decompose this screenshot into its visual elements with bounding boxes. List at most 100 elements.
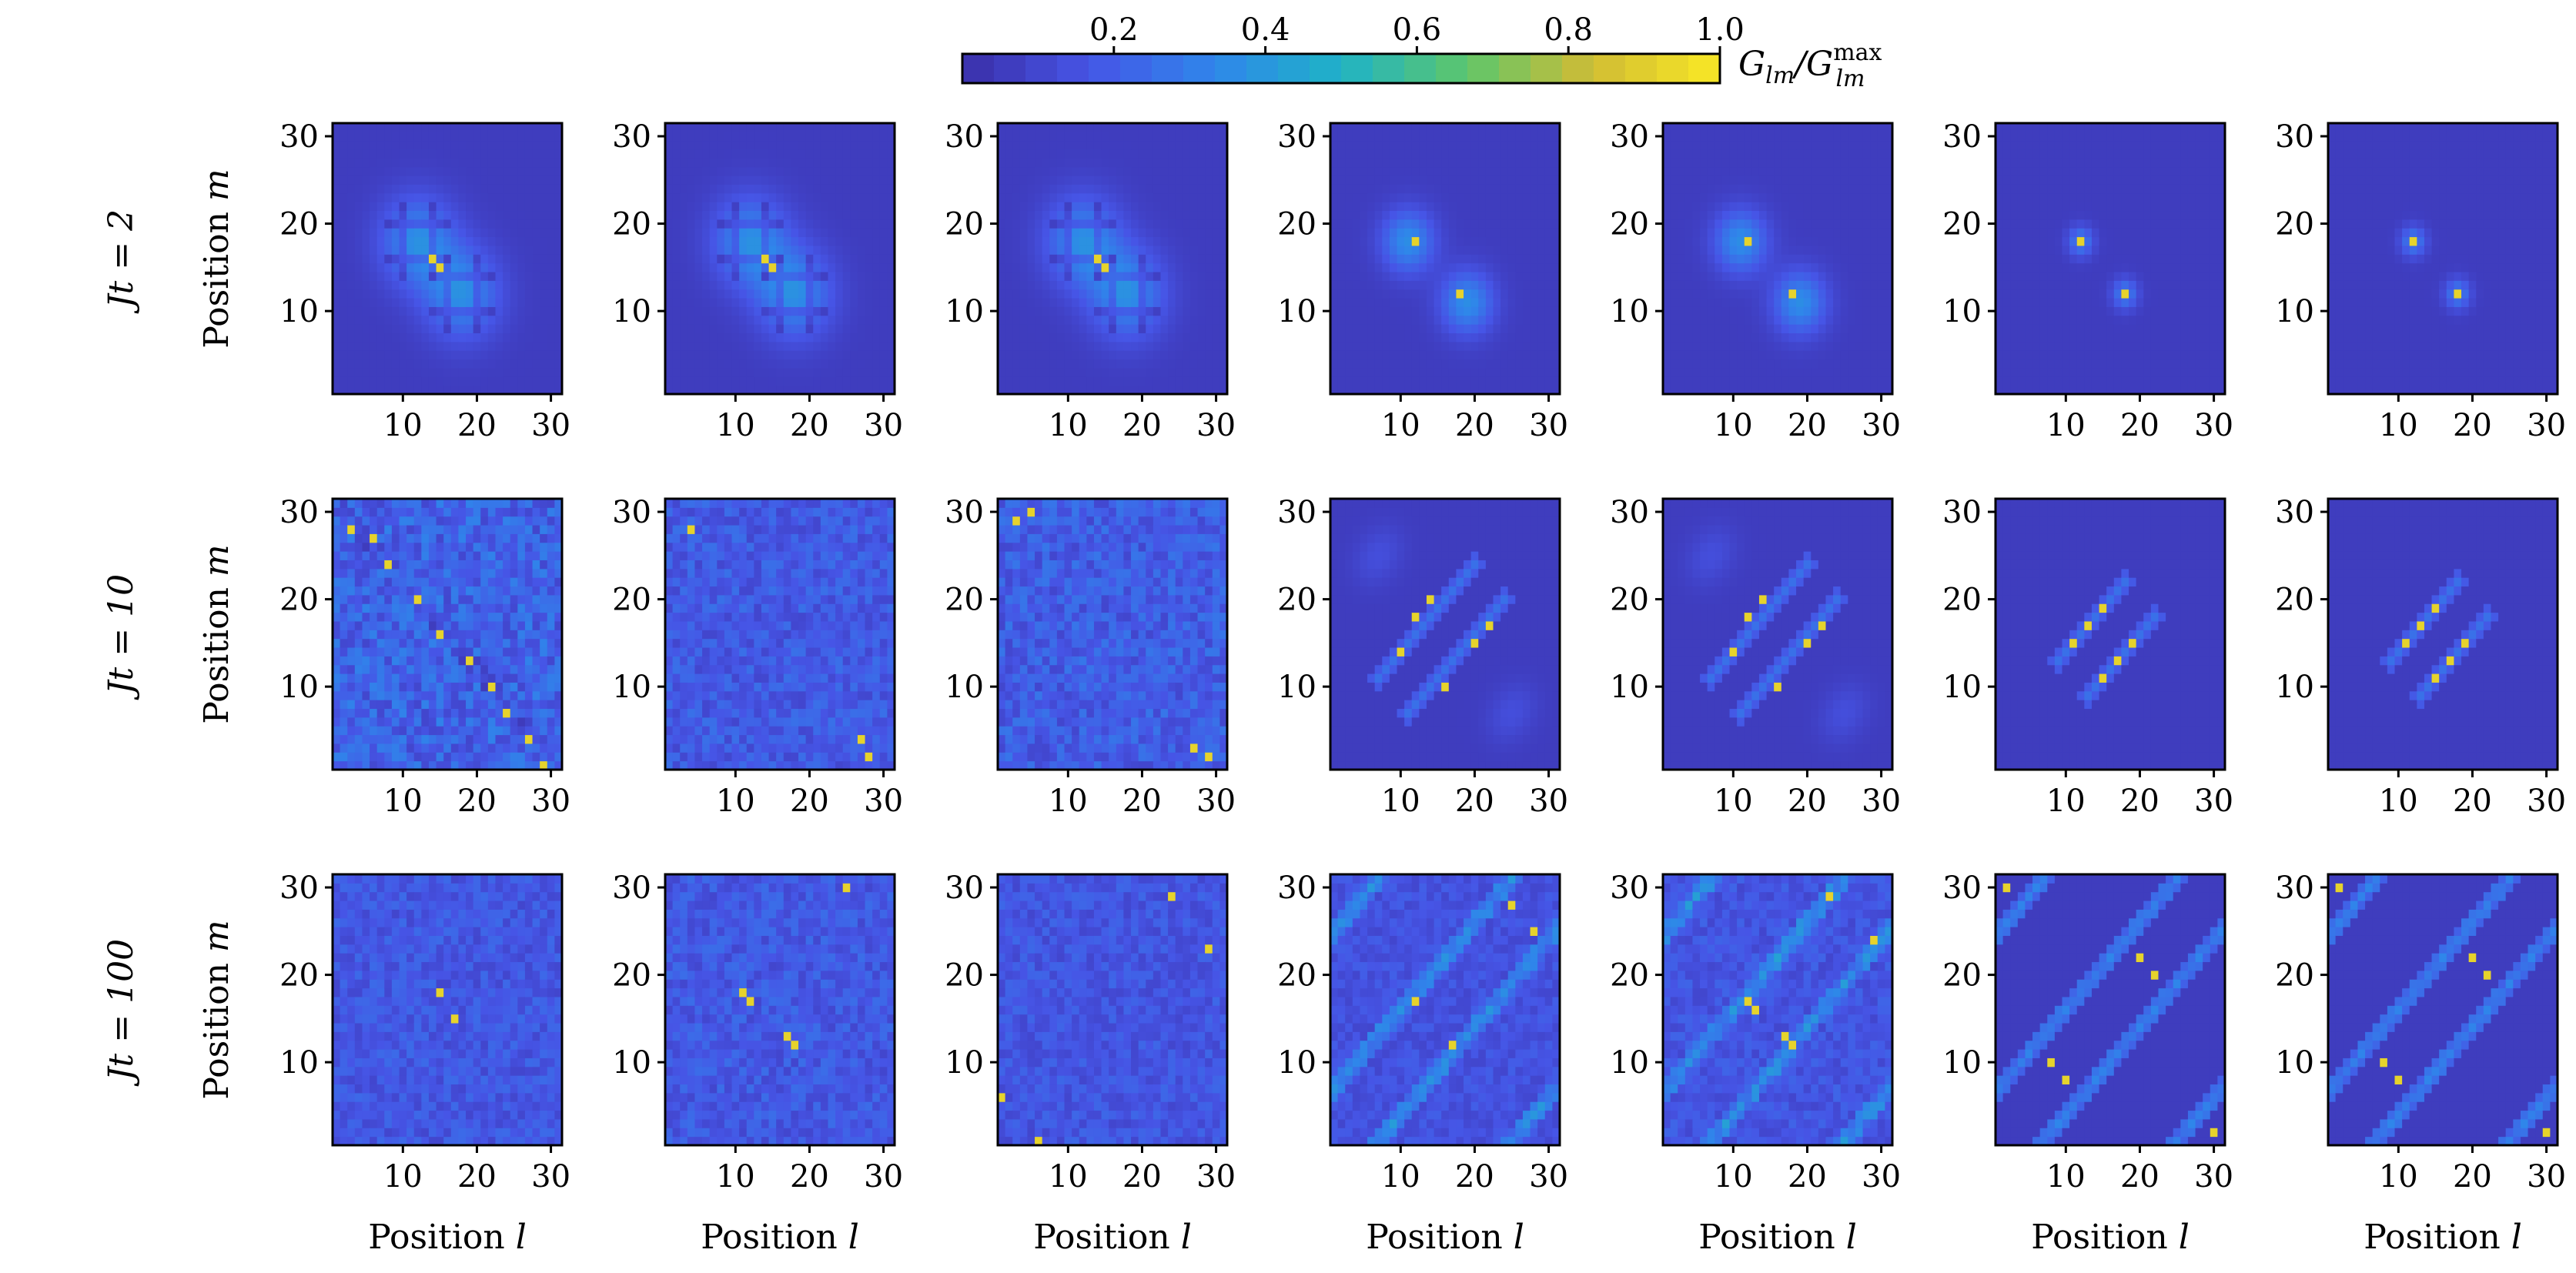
heatmap-cell <box>1330 280 1339 290</box>
heatmap-cell <box>1345 280 1353 290</box>
heatmap-cell <box>406 341 415 351</box>
heatmap-cell <box>1515 184 1524 194</box>
heatmap-cell <box>776 245 785 255</box>
heatmap-cell <box>443 359 452 369</box>
heatmap-cell <box>1552 149 1561 159</box>
heatmap-cell <box>1470 192 1479 202</box>
heatmap-cell <box>1086 140 1095 150</box>
heatmap-cell <box>1397 359 1405 369</box>
heatmap-cell <box>761 175 770 185</box>
heatmap-cell <box>1123 123 1132 132</box>
heatmap-cell <box>717 280 725 290</box>
heatmap-cell <box>1212 219 1220 229</box>
heatmap-cell <box>724 140 733 150</box>
heatmap-cell <box>680 289 688 299</box>
heatmap-cell <box>487 280 496 290</box>
heatmap-cell <box>1485 324 1494 334</box>
heatmap-cell <box>1663 254 1671 264</box>
heatmap-cell <box>1360 315 1368 325</box>
heatmap-cell <box>1019 245 1028 255</box>
heatmap-cell <box>724 289 733 299</box>
heatmap-cell <box>1426 272 1435 281</box>
heatmap-cell <box>510 289 518 299</box>
colorbar-tick-label: 0.2 <box>1089 12 1139 48</box>
heatmap-cell <box>1035 254 1043 264</box>
heatmap-cell <box>1862 149 1871 159</box>
heatmap-cell <box>1707 254 1715 264</box>
heatmap-cell <box>370 262 378 272</box>
heatmap-cell <box>865 289 873 299</box>
heatmap-cell <box>1862 324 1871 334</box>
heatmap-cell <box>1781 254 1789 264</box>
heatmap-cell <box>872 140 881 150</box>
heatmap-cell <box>1737 192 1745 202</box>
heatmap-cell <box>547 280 555 290</box>
heatmap-cell <box>532 306 540 316</box>
heatmap-cell <box>1183 289 1191 299</box>
heatmap-cell <box>1692 289 1701 299</box>
heatmap-cell <box>798 376 807 386</box>
heatmap-cell <box>1093 385 1102 395</box>
heatmap-cell <box>1456 184 1464 194</box>
heatmap-cell <box>524 385 534 395</box>
heatmap-cell <box>1064 149 1072 159</box>
heatmap-cell <box>1537 367 1546 377</box>
heatmap-cell <box>532 202 540 212</box>
heatmap-cell <box>1678 123 1686 132</box>
heatmap-cell <box>1330 166 1339 176</box>
heatmap-cell <box>2002 245 2011 255</box>
heatmap-cell <box>399 192 407 202</box>
heatmap-cell <box>1870 306 1878 316</box>
heatmap-cell <box>1382 202 1390 212</box>
heatmap-cell <box>717 184 725 194</box>
heatmap-cell <box>709 202 718 212</box>
heatmap-cell <box>436 158 444 168</box>
heatmap-cell <box>1109 123 1117 132</box>
heatmap-cell <box>783 376 791 386</box>
heatmap-cell <box>554 376 563 386</box>
heatmap-cell <box>480 332 489 342</box>
heatmap-cell <box>1168 289 1176 299</box>
heatmap-cell <box>1352 332 1360 342</box>
heatmap-cell <box>1751 254 1760 264</box>
heatmap-cell <box>1109 289 1117 299</box>
heatmap-cell <box>406 359 415 369</box>
heatmap-cell <box>340 140 348 150</box>
heatmap-cell <box>687 262 695 272</box>
heatmap-cell <box>458 140 467 150</box>
heatmap-cell <box>1109 219 1117 229</box>
heatmap-cell <box>547 192 555 202</box>
heatmap-cell <box>1707 306 1715 316</box>
heatmap-cell <box>1678 184 1686 194</box>
heatmap-cell <box>547 262 555 272</box>
heatmap-cell <box>1796 245 1805 255</box>
heatmap-cell <box>391 219 400 229</box>
heatmap-cell <box>450 262 459 272</box>
heatmap-cell <box>376 175 385 185</box>
heatmap-cell <box>1766 262 1775 272</box>
heatmap-cell <box>754 289 762 299</box>
heatmap-cell <box>413 298 422 307</box>
heatmap-cell <box>1197 385 1206 395</box>
heatmap-cell <box>547 140 555 150</box>
heatmap-cell <box>1360 280 1368 290</box>
heatmap-cell <box>466 272 474 281</box>
heatmap-cell <box>1493 350 1501 360</box>
heatmap-cell <box>1715 166 1723 176</box>
heatmap-cell <box>466 367 474 377</box>
heatmap-cell <box>1507 359 1516 369</box>
heatmap-cell <box>1212 228 1220 238</box>
heatmap-cell <box>1131 192 1139 202</box>
heatmap-cell <box>1197 341 1206 351</box>
heatmap-cell <box>1093 254 1102 264</box>
heatmap-cell <box>1072 306 1080 316</box>
heatmap-cell <box>1012 367 1021 377</box>
heatmap-cell <box>739 132 748 142</box>
heatmap-cell <box>1456 306 1464 316</box>
heatmap-cell <box>466 306 474 316</box>
heatmap-cell <box>1478 210 1487 220</box>
heatmap-cell <box>1715 202 1723 212</box>
heatmap-cell <box>1877 123 1885 132</box>
heatmap-cell <box>1663 228 1671 238</box>
heatmap-cell <box>754 315 762 325</box>
